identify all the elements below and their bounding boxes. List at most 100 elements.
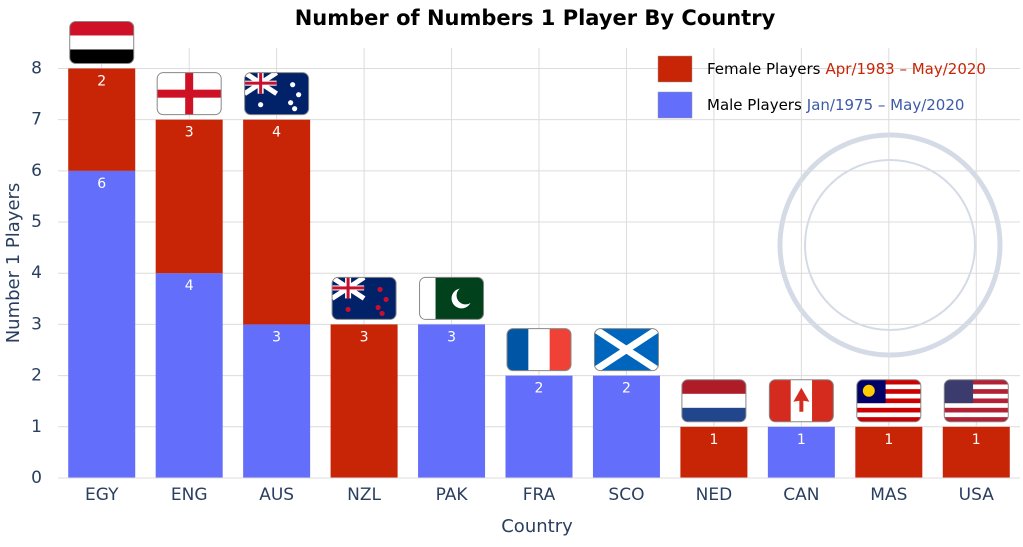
flag xyxy=(944,379,1009,422)
data-label: 3 xyxy=(360,329,369,345)
flag-body xyxy=(157,72,222,115)
flag-part xyxy=(856,393,921,399)
data-label: 3 xyxy=(272,329,281,345)
flag xyxy=(594,328,659,371)
flag-part xyxy=(856,403,921,409)
x-tick-label: EGY xyxy=(85,485,119,505)
flag-part xyxy=(944,384,1009,390)
flag xyxy=(681,379,746,422)
flag-part xyxy=(379,310,385,317)
x-tick-label: MAS xyxy=(870,485,907,505)
legend-name: Female Players xyxy=(707,60,821,78)
flag-body xyxy=(856,379,921,422)
data-label: 4 xyxy=(272,125,281,141)
flag-body xyxy=(769,379,834,422)
watermark-ring xyxy=(777,132,1003,358)
data-label: 3 xyxy=(447,329,456,345)
x-tick-label: FRA xyxy=(523,485,556,505)
bar-segment xyxy=(680,426,748,478)
data-label: 2 xyxy=(622,381,631,397)
data-label: 6 xyxy=(97,176,106,192)
flag-part xyxy=(69,21,134,36)
flag-border xyxy=(593,328,659,372)
x-tick-label: NED xyxy=(696,485,733,505)
flag-part xyxy=(944,417,1009,422)
bar-segment xyxy=(155,273,223,478)
y-tick-label: 3 xyxy=(31,314,42,334)
flag-part xyxy=(681,393,746,409)
flag-part xyxy=(856,384,921,390)
watermark xyxy=(777,132,1003,358)
flag-border xyxy=(506,328,572,372)
x-tick-label: CAN xyxy=(783,485,819,505)
flag-part xyxy=(856,412,921,418)
flag-part xyxy=(944,379,1009,385)
flag xyxy=(507,328,571,371)
data-label: 1 xyxy=(884,432,893,448)
flag xyxy=(856,379,921,422)
flag xyxy=(157,72,222,115)
flag-part xyxy=(944,407,1009,413)
flag-body xyxy=(244,72,309,115)
data-label: 3 xyxy=(185,125,194,141)
flag-part xyxy=(528,328,551,371)
flag-border xyxy=(244,72,310,116)
flag-part xyxy=(594,328,659,371)
y-tick-label: 2 xyxy=(31,366,42,386)
flag-part xyxy=(793,387,810,412)
x-tick-label: PAK xyxy=(436,485,469,505)
plot-area xyxy=(58,48,1020,479)
flag-part xyxy=(377,286,383,293)
flag xyxy=(769,379,834,422)
flag-border xyxy=(331,276,397,320)
flag-part xyxy=(290,82,296,88)
flag xyxy=(332,277,397,320)
flag-body xyxy=(944,379,1009,422)
flag-part xyxy=(856,398,921,404)
legend-label: Male Players Jan/1975 – May/2020 xyxy=(707,96,964,114)
data-label: 2 xyxy=(97,73,106,89)
bar-segment xyxy=(418,324,486,478)
x-tick-label: AUS xyxy=(259,485,294,505)
flag-part xyxy=(332,286,365,290)
flag-part xyxy=(856,389,921,395)
flag-border xyxy=(419,276,485,320)
flag-part xyxy=(681,379,746,395)
flag-border xyxy=(943,379,1009,423)
flag xyxy=(69,21,134,64)
chart-title: Number of Numbers 1 Player By Country xyxy=(295,6,776,30)
bar-segment xyxy=(68,170,136,478)
flag-part xyxy=(549,328,571,371)
flag-body xyxy=(419,277,484,320)
y-tick-label: 6 xyxy=(31,161,42,181)
bar-segment xyxy=(155,119,223,274)
x-tick-label: NZL xyxy=(347,485,381,505)
flag-body xyxy=(69,21,134,64)
flag-border xyxy=(681,379,747,423)
flag-part xyxy=(944,389,1009,395)
flag-body xyxy=(594,328,659,371)
flag-part xyxy=(944,412,1009,418)
y-tick-label: 0 xyxy=(31,468,42,488)
legend-label: Female Players Apr/1983 – May/2020 xyxy=(707,60,986,78)
flag-part xyxy=(681,407,746,422)
data-label: 1 xyxy=(709,432,718,448)
flag-part xyxy=(69,35,134,50)
x-tick-label: ENG xyxy=(171,485,208,505)
y-tick-label: 8 xyxy=(31,58,42,78)
bar-segment xyxy=(68,68,136,171)
flag-body xyxy=(507,328,571,371)
watermark-ring xyxy=(804,159,976,331)
legend-period: Jan/1975 – May/2020 xyxy=(806,96,965,114)
flag-part xyxy=(856,379,921,385)
flag-part xyxy=(856,417,921,422)
legend-swatch xyxy=(657,55,693,83)
legend-period: Apr/1983 – May/2020 xyxy=(826,60,986,78)
flag-part xyxy=(507,328,529,371)
bar-segment xyxy=(942,426,1010,478)
flag-part xyxy=(944,398,1009,404)
flag-border xyxy=(856,379,922,423)
flag-part xyxy=(296,92,302,98)
y-tick-label: 4 xyxy=(31,263,42,283)
